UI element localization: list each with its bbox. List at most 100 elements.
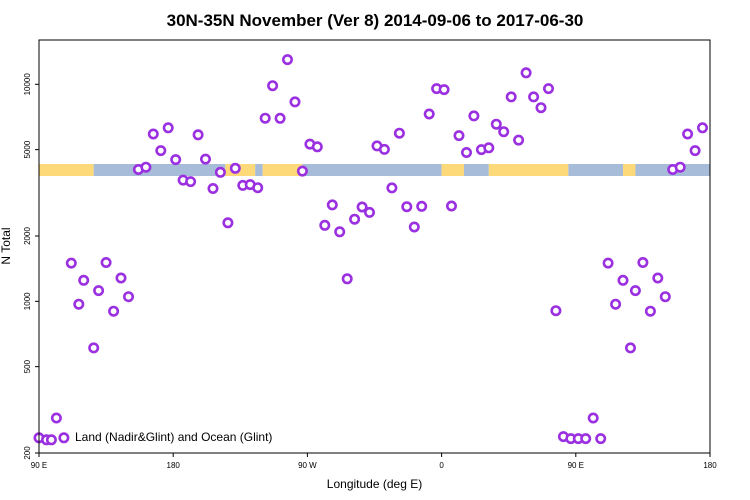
data-point: [349, 213, 361, 225]
data-point: [689, 145, 701, 157]
band-segment-land: [623, 164, 636, 176]
data-point: [468, 110, 480, 122]
data-point: [259, 112, 271, 124]
data-point: [192, 129, 204, 141]
data-point: [490, 118, 502, 130]
data-point: [341, 273, 353, 285]
data-point: [45, 434, 57, 446]
data-point: [644, 305, 656, 317]
data-point: [123, 291, 135, 303]
data-point: [637, 256, 649, 268]
data-point: [460, 147, 472, 159]
y-tick-label: 500: [23, 359, 32, 373]
y-axis: 200 500 1000 2000 5000 10000: [23, 73, 39, 460]
data-point: [185, 176, 197, 188]
data-point: [682, 128, 694, 140]
data-point: [58, 432, 70, 444]
data-point: [438, 84, 450, 96]
data-point: [416, 200, 428, 212]
band-segment-land: [39, 164, 94, 176]
data-point: [580, 433, 592, 445]
data-point: [50, 412, 62, 424]
data-point: [267, 80, 279, 92]
data-point: [289, 96, 301, 108]
data-point: [200, 153, 212, 165]
data-point: [319, 219, 331, 231]
data-point: [535, 102, 547, 114]
data-point: [587, 412, 599, 424]
data-point: [696, 122, 708, 134]
data-point: [610, 298, 622, 310]
chart-title: 30N-35N November (Ver 8) 2014-09-06 to 2…: [167, 11, 584, 30]
data-point: [386, 182, 398, 194]
data-point: [207, 183, 219, 195]
data-points: [33, 54, 708, 446]
band-segment-land: [488, 164, 569, 176]
y-tick-label: 10000: [23, 73, 32, 96]
land-ocean-band: [39, 164, 710, 176]
data-point: [65, 257, 77, 269]
x-tick-label: 180: [167, 461, 181, 470]
data-point: [274, 112, 286, 124]
data-point: [629, 285, 641, 297]
band-segment-ocean: [568, 164, 624, 176]
data-point: [498, 126, 510, 138]
x-axis-label: Longitude (deg E): [327, 477, 422, 491]
data-point: [162, 122, 174, 134]
data-point: [296, 165, 308, 177]
data-point: [108, 305, 120, 317]
x-tick-label: 90 E: [568, 461, 584, 470]
data-point: [542, 83, 554, 95]
data-point: [78, 274, 90, 286]
data-point: [252, 182, 264, 194]
data-point: [73, 298, 85, 310]
band-segment-land: [441, 164, 464, 176]
x-tick-label: 90 E: [31, 461, 47, 470]
data-point: [483, 142, 495, 154]
band-segment-ocean: [302, 164, 442, 176]
data-point: [140, 161, 152, 173]
data-point: [326, 199, 338, 211]
y-axis-label: N Total: [0, 227, 13, 264]
x-tick-label: 0: [439, 461, 444, 470]
data-point: [659, 291, 671, 303]
data-point: [550, 305, 562, 317]
plot-frame: [38, 39, 711, 454]
data-point: [513, 134, 525, 146]
y-tick-label: 5000: [23, 140, 32, 158]
band-segment-ocean: [93, 164, 226, 176]
data-point: [229, 162, 241, 174]
data-point: [520, 67, 532, 79]
legend-text: Land (Nadir&Glint) and Ocean (Glint): [75, 430, 272, 444]
data-point: [281, 54, 293, 66]
y-tick-label: 2000: [23, 227, 32, 245]
y-tick-label: 1000: [23, 292, 32, 310]
data-point: [378, 143, 390, 155]
data-point: [617, 274, 629, 286]
data-point: [214, 166, 226, 178]
data-point: [595, 433, 607, 445]
data-point: [453, 130, 465, 142]
data-point: [93, 285, 105, 297]
data-point: [311, 141, 323, 153]
data-point: [528, 91, 540, 103]
data-point: [115, 272, 127, 284]
data-point: [408, 221, 420, 233]
data-point: [401, 201, 413, 213]
data-point: [652, 272, 664, 284]
band-segment-land: [262, 164, 303, 176]
y-tick-label: 200: [23, 446, 32, 460]
data-point: [602, 257, 614, 269]
x-tick-label: 180: [703, 461, 717, 470]
x-tick-label: 90 W: [298, 461, 317, 470]
data-point: [505, 91, 517, 103]
data-point: [445, 200, 457, 212]
data-point: [674, 161, 686, 173]
data-point: [334, 226, 346, 238]
data-point: [147, 128, 159, 140]
data-point: [88, 342, 100, 354]
data-point: [155, 145, 167, 157]
data-point: [624, 342, 636, 354]
data-point: [423, 108, 435, 120]
